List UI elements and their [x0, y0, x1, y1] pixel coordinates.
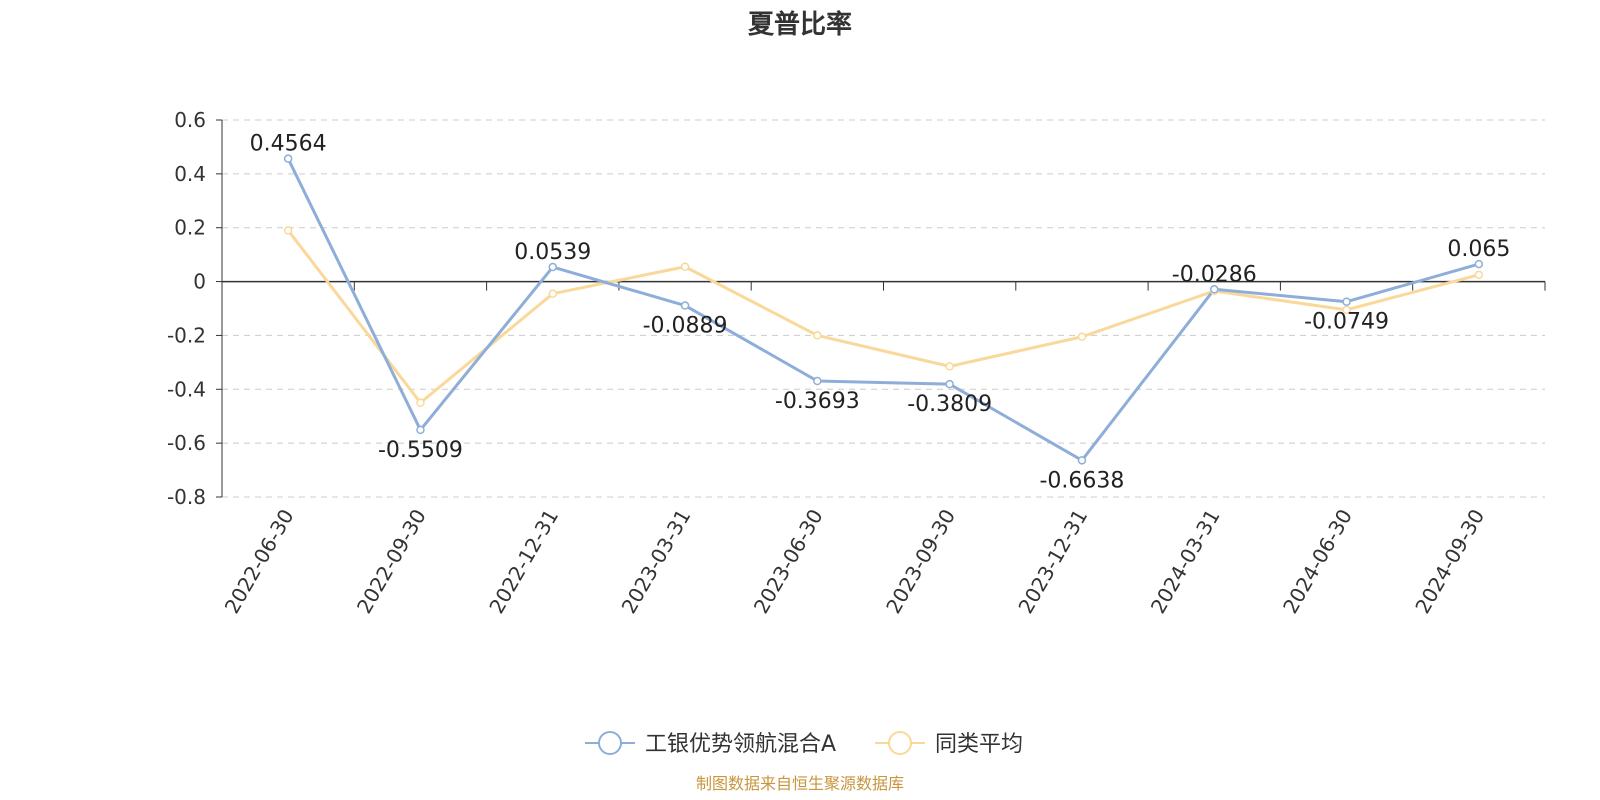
- legend-swatch-circle: [888, 731, 912, 755]
- data-point: [1342, 305, 1351, 315]
- data-point: [1077, 456, 1087, 465]
- data-label: -0.0749: [1304, 310, 1389, 335]
- y-tick-label: -0.2: [167, 323, 206, 347]
- data-point: [1474, 270, 1484, 280]
- data-label: 0.065: [1447, 237, 1510, 262]
- data-point: [416, 425, 425, 435]
- data-label: 0.4564: [250, 132, 327, 157]
- data-point: [1077, 332, 1087, 342]
- legend-item-1: 同类平均: [875, 731, 1023, 757]
- data-point: [945, 362, 954, 371]
- grid-lines: [222, 119, 1545, 498]
- data-point: [680, 301, 690, 310]
- chart-title: 夏普比率: [747, 10, 852, 40]
- data-point: [1474, 259, 1484, 269]
- data-point: [548, 262, 557, 272]
- data-point: [1342, 297, 1351, 306]
- data-label: -0.3809: [907, 392, 992, 417]
- data-point: [813, 376, 822, 386]
- y-tick-label: -0.6: [167, 431, 206, 455]
- legend-swatch-circle: [598, 731, 622, 755]
- x-tick-label: 2023-03-31: [617, 505, 696, 618]
- source-note: 制图数据来自恒生聚源数据库: [695, 774, 904, 793]
- data-point: [283, 154, 293, 163]
- series-line-1: [286, 229, 1480, 405]
- legend-label: 同类平均: [935, 732, 1023, 757]
- x-tick-label: 2022-06-30: [220, 505, 299, 618]
- data-label: 0.0539: [514, 240, 591, 265]
- x-tick-label: 2024-03-31: [1146, 505, 1225, 618]
- y-tick-label: -0.8: [167, 485, 206, 509]
- legend: 工银优势领航混合A 同类平均: [585, 731, 1023, 757]
- data-point: [813, 331, 822, 340]
- series-points: [283, 154, 1484, 465]
- series-lines: [286, 158, 1480, 462]
- y-tick-label: 0.6: [174, 108, 206, 132]
- y-tick-label: 0: [193, 270, 206, 294]
- legend-item-0: 工银优势领航混合A: [585, 731, 836, 757]
- data-label: -0.3693: [775, 389, 860, 414]
- x-tick-label: 2023-09-30: [881, 505, 960, 618]
- data-label: -0.0286: [1172, 262, 1257, 287]
- x-tick-label: 2024-06-30: [1278, 505, 1357, 618]
- data-label: -0.5509: [378, 438, 463, 463]
- y-tick-label: 0.4: [174, 162, 206, 186]
- data-point: [548, 289, 557, 298]
- x-tick-label: 2024-09-30: [1410, 505, 1489, 618]
- x-tick-label: 2023-06-30: [749, 505, 828, 618]
- data-label: -0.0889: [643, 314, 728, 339]
- x-tick-label: 2023-12-31: [1013, 505, 1092, 618]
- data-labels: 0.4564 -0.5509 0.0539 -0.0889 -0.3693 -0.3809…: [250, 132, 1511, 494]
- y-tick-label: -0.4: [167, 377, 206, 401]
- x-tick-label: 2022-12-31: [484, 505, 563, 618]
- data-label: -0.6638: [1039, 468, 1124, 493]
- axes: 0.6 0.4 0.2 0 -0.2 -0.4 -0.6 -0.8 2022-06-30 2022…: [167, 108, 1546, 618]
- x-tick-label: 2022-09-30: [352, 505, 431, 618]
- data-point: [945, 379, 954, 389]
- data-point: [283, 226, 293, 235]
- data-point: [416, 398, 425, 407]
- legend-label: 工银优势领航混合A: [645, 732, 836, 757]
- series-line-0: [286, 158, 1480, 462]
- data-point: [1210, 285, 1219, 294]
- y-tick-label: 0.2: [174, 216, 206, 240]
- data-point: [680, 262, 690, 272]
